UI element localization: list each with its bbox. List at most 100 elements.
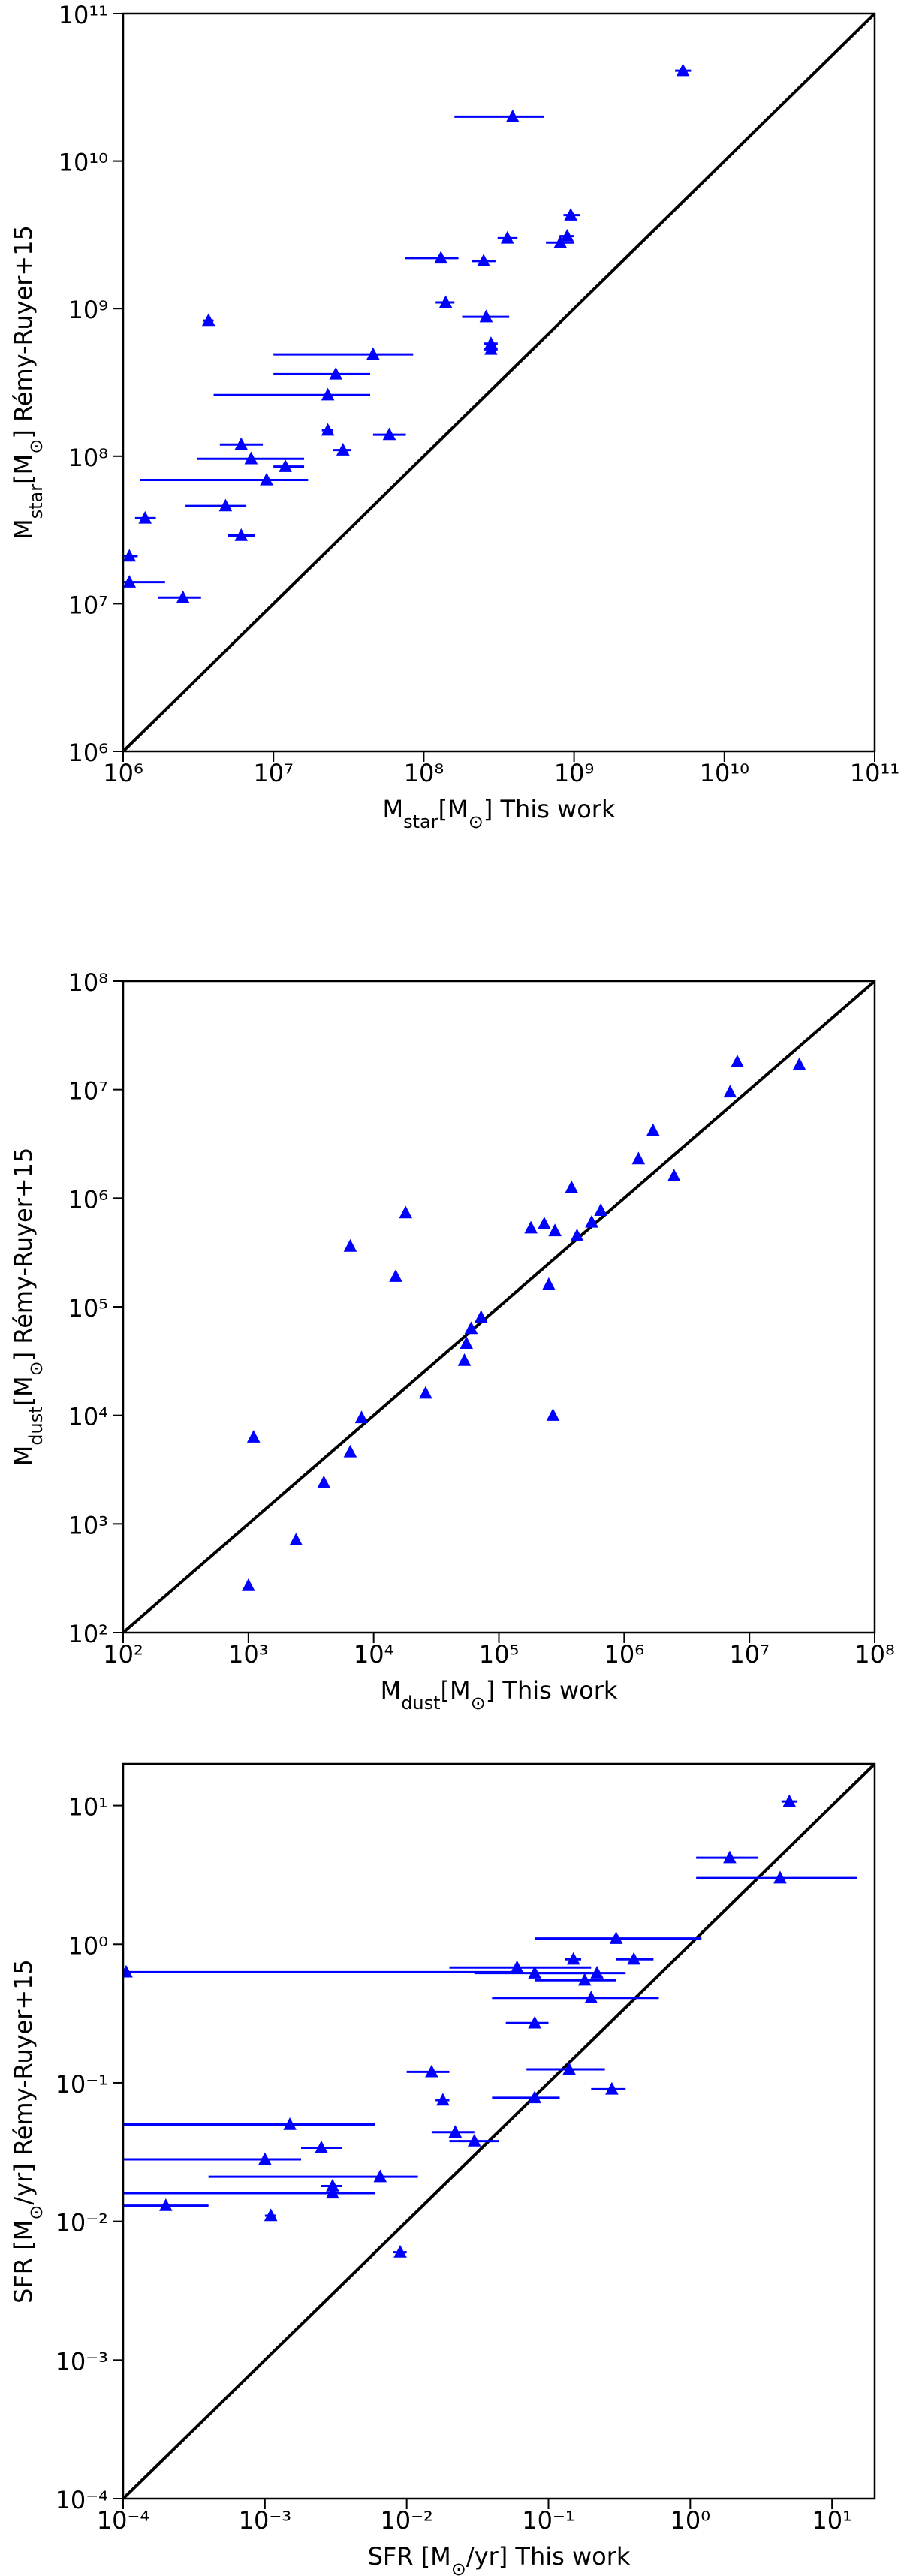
one-to-one-line	[123, 1764, 875, 2499]
y-axis-label-part: ⊙	[26, 1361, 47, 1376]
panel: 10² 10³ 10⁴ 10⁵ 10⁶ 10⁷ 10⁸ 10² 10³ 10⁴ 10⁵ 10⁶ 10⁷ 1…	[9, 968, 895, 1714]
x-axis-label: Mstar[M⊙] This work	[383, 795, 616, 832]
y-tick-label: 10⁻²	[56, 2209, 108, 2237]
point	[528, 2015, 541, 2029]
point	[373, 2169, 387, 2183]
point	[123, 1964, 133, 1978]
point	[343, 1238, 357, 1252]
y-tick-label: 10⁹	[68, 296, 108, 324]
point	[676, 63, 690, 77]
x-tick-label: 10⁸	[854, 1640, 895, 1669]
y-axis-label: SFR [M⊙/yr] Rémy-Ruyer+15	[9, 1959, 47, 2304]
point	[773, 1870, 787, 1884]
point	[560, 228, 574, 242]
y-tick-label: 10⁷	[68, 1077, 108, 1106]
point	[542, 1277, 556, 1290]
point	[528, 2090, 541, 2104]
point	[667, 1169, 681, 1182]
point	[244, 451, 258, 465]
point	[505, 109, 520, 122]
point	[565, 1180, 579, 1193]
point	[460, 1336, 473, 1349]
point	[566, 1952, 580, 1965]
y-tick-label: 10¹¹	[59, 1, 108, 29]
point	[260, 472, 273, 486]
y-axis-label-part: SFR [M	[9, 2220, 38, 2304]
point	[393, 2245, 407, 2258]
point	[782, 1794, 797, 1807]
point	[646, 1123, 660, 1136]
point	[354, 1410, 369, 1424]
y-axis-label-part: [M	[9, 1376, 38, 1406]
point	[627, 1952, 640, 1965]
x-tick-label: 10⁴	[354, 1640, 394, 1669]
x-axis-label-part: SFR [M	[368, 2542, 451, 2571]
y-tick-label: 10⁶	[68, 1185, 108, 1214]
one-to-one-line	[123, 981, 875, 1633]
one-to-one-line	[123, 14, 875, 751]
point	[570, 1228, 584, 1241]
x-tick-label: 10¹¹	[850, 759, 899, 787]
point	[484, 342, 498, 355]
y-tick-label: 10⁸	[68, 444, 108, 472]
x-tick-label: 10⁷	[253, 759, 294, 787]
point	[123, 549, 137, 562]
y-tick-label: 10⁻¹	[56, 2070, 108, 2099]
x-tick-label: 10⁻⁴	[97, 2506, 149, 2535]
point	[538, 1216, 551, 1229]
point	[315, 2140, 328, 2153]
y-tick-label: 10¹	[68, 1793, 108, 1822]
point	[176, 590, 190, 603]
x-tick-label: 10⁻¹	[522, 2506, 574, 2535]
point	[477, 254, 490, 267]
x-tick-label: 10⁶	[604, 1640, 645, 1669]
point	[279, 459, 292, 472]
point	[605, 2081, 619, 2095]
point	[577, 1973, 592, 1986]
axes-frame	[122, 980, 876, 1634]
point	[389, 1269, 402, 1282]
point	[723, 1850, 737, 1864]
x-axis-label-part: /yr] This work	[466, 2542, 631, 2571]
plot-area	[123, 1764, 875, 2499]
point	[548, 1223, 562, 1237]
point	[479, 309, 493, 323]
point	[138, 510, 152, 524]
point	[585, 1214, 598, 1228]
point	[123, 575, 137, 588]
point	[457, 1353, 472, 1366]
point	[546, 1408, 560, 1421]
point	[419, 1386, 432, 1399]
y-tick-label: 10⁵	[68, 1294, 108, 1323]
x-axis-label-part: M	[383, 795, 404, 823]
point	[234, 528, 249, 541]
point	[464, 1321, 478, 1335]
plot-area	[123, 14, 875, 751]
x-tick-label: 10⁹	[554, 759, 595, 787]
x-tick-label: 10⁻³	[239, 2506, 291, 2535]
point	[317, 1475, 331, 1488]
panel: 10⁶ 10⁷ 10⁸ 10⁹ 10¹⁰ 10¹¹ 10⁶ 10⁷ 10⁸ 10⁹ 10¹⁰ 10¹¹…	[9, 1, 899, 832]
x-axis-label-part: [M	[441, 1676, 471, 1705]
point	[326, 2178, 339, 2192]
point	[242, 1578, 255, 1591]
y-axis-label-part: ⊙	[26, 439, 47, 454]
point	[562, 2062, 576, 2075]
y-axis-label: Mstar[M⊙] Rémy-Ruyer+15	[9, 225, 47, 540]
point	[609, 1931, 623, 1944]
point	[218, 498, 233, 512]
y-tick-label: 10¹⁰	[59, 149, 108, 177]
point	[201, 313, 215, 327]
x-tick-label: 10⁸	[404, 759, 444, 787]
point	[631, 1151, 646, 1165]
x-axis-label-part: ⊙	[471, 1693, 486, 1714]
point	[382, 427, 396, 441]
x-tick-label: 10¹⁰	[700, 759, 749, 787]
x-tick-label: 10⁷	[729, 1640, 770, 1669]
y-axis-label-part: /yr] Rémy-Ruyer+15	[9, 1959, 38, 2205]
point	[553, 235, 568, 248]
y-tick-label: 10²	[68, 1620, 108, 1648]
point	[234, 437, 249, 450]
point	[723, 1085, 737, 1098]
